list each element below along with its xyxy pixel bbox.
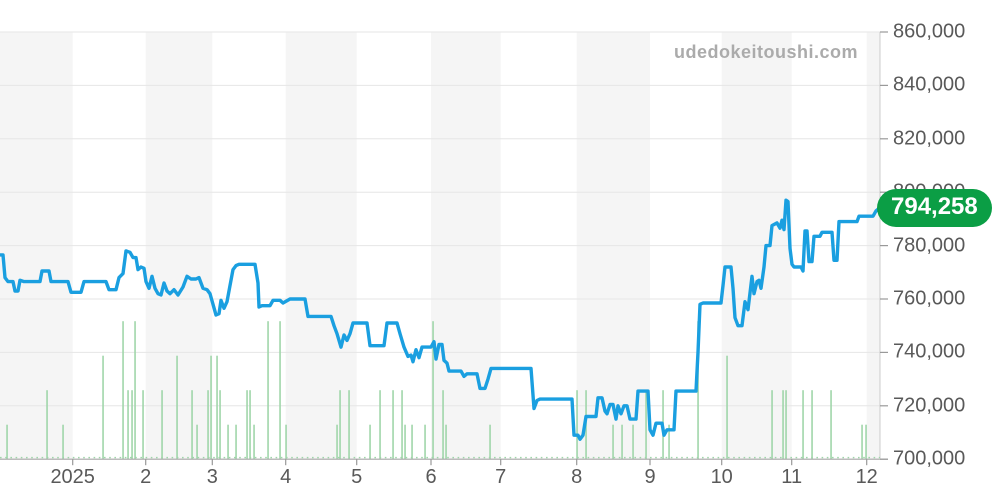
volume-bar [134,321,136,460]
x-axis-label: 6 [425,466,437,488]
volume-bar [46,390,48,460]
current-price-badge: 794,258 [877,188,992,227]
x-axis-label: 4 [280,466,292,488]
volume-bar [645,390,647,460]
volume-bar [6,424,8,460]
volume-bar [802,390,804,460]
volume-bar [249,390,251,460]
y-axis-label: 860,000 [893,20,966,43]
volume-bar [697,321,699,460]
x-axis-label: 10 [710,466,733,488]
volume-bar [161,390,163,460]
volume-bar [576,390,578,460]
volume-bar [785,390,787,460]
volume-bar [267,321,269,460]
volume-bar [404,424,406,460]
volume-bar [336,424,338,460]
volume-bar [122,321,124,460]
volume-bar [432,321,434,460]
volume-bar [176,355,178,460]
volume-bar [668,424,670,460]
volume-bar [861,424,863,460]
volume-bar [142,390,144,460]
volume-bar [401,390,403,460]
volume-bar [348,390,350,460]
y-axis-label: 720,000 [893,394,966,417]
volume-bar [445,424,447,460]
volume-bar [253,424,255,460]
volume-bar [830,390,832,460]
x-axis-label: 9 [644,466,656,488]
volume-bar [632,424,634,460]
volume-bar [207,390,209,460]
horizontal-gridlines [0,31,880,460]
x-axis-label: 2025 [50,466,95,488]
volume-bar [424,424,426,460]
volume-bar [246,390,248,460]
y-axis-label: 780,000 [893,234,966,257]
y-axis-label: 820,000 [893,127,966,150]
volume-bar [339,390,341,460]
price-line-path [0,198,882,441]
volume-bar [442,390,444,460]
volume-bar [811,390,813,460]
volume-bar [216,355,218,460]
y-axis-label: 760,000 [893,287,966,310]
volume-bar [219,390,221,460]
watermark: udedokeitoushi.com [673,42,858,62]
volume-bar [196,424,198,460]
volume-bar [210,355,212,460]
volume-bar [865,424,867,460]
axes-and-ticks [0,31,888,466]
volume-bar [127,390,129,460]
volume-bar [102,355,104,460]
y-axis-label: 740,000 [893,340,966,363]
volume-bar [612,424,614,460]
volume-bar [726,355,728,460]
y-axis-label: 840,000 [893,73,966,96]
volume-bars [6,321,867,460]
volume-bar [62,424,64,460]
y-axis-label: 700,000 [893,447,966,470]
volume-bar [191,390,193,460]
x-axis-label: 3 [206,466,218,488]
volume-bar [489,424,491,460]
volume-bar [379,390,381,460]
volume-bar [621,424,623,460]
x-axis-label: 2 [140,466,152,488]
volume-bar [411,424,413,460]
x-axis-label: 12 [855,466,878,488]
x-axis-label: 5 [351,466,363,488]
x-axis-label: 11 [781,466,803,488]
volume-bar [782,390,784,460]
x-axis-label: 8 [571,466,583,488]
volume-bar [392,390,394,460]
volume-bar [771,390,773,460]
price-line [0,198,882,441]
volume-bar [235,424,237,460]
volume-bar [227,424,229,460]
volume-bar [285,424,287,460]
x-axis-label: 7 [495,466,507,488]
volume-bar [131,390,133,460]
volume-bar [369,424,371,460]
volume-bar [279,321,281,460]
